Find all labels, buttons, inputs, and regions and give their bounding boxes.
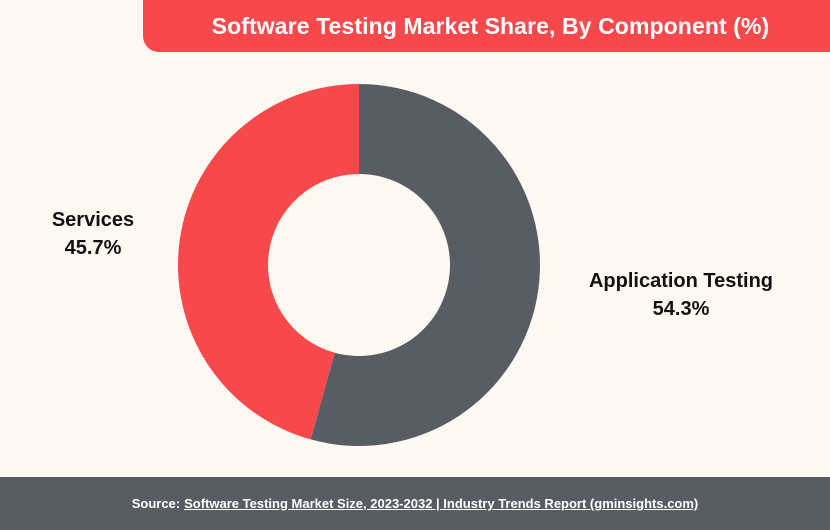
slice-label-application-testing-value: 54.3% xyxy=(652,298,710,320)
donut-slice-services xyxy=(177,84,359,440)
source-link[interactable]: Software Testing Market Size, 2023-2032 … xyxy=(184,496,699,511)
chart-title: Software Testing Market Share, By Compon… xyxy=(211,12,770,39)
slice-label-services: Services 45.7% xyxy=(20,206,166,262)
slice-label-services-value: 45.7% xyxy=(64,237,122,259)
source-footer: Source: Software Testing Market Size, 20… xyxy=(0,477,830,530)
source-prefix: Source: xyxy=(131,496,181,511)
donut-slice-application-testing xyxy=(310,84,540,446)
slice-label-services-name: Services xyxy=(51,209,135,231)
chart-area: Services 45.7% Application Testing 54.3% xyxy=(0,52,830,477)
slice-label-application-testing: Application Testing 54.3% xyxy=(560,267,802,323)
chart-title-bar: Software Testing Market Share, By Compon… xyxy=(143,0,830,52)
donut-chart xyxy=(177,84,540,446)
slice-label-application-testing-name: Application Testing xyxy=(588,270,774,292)
